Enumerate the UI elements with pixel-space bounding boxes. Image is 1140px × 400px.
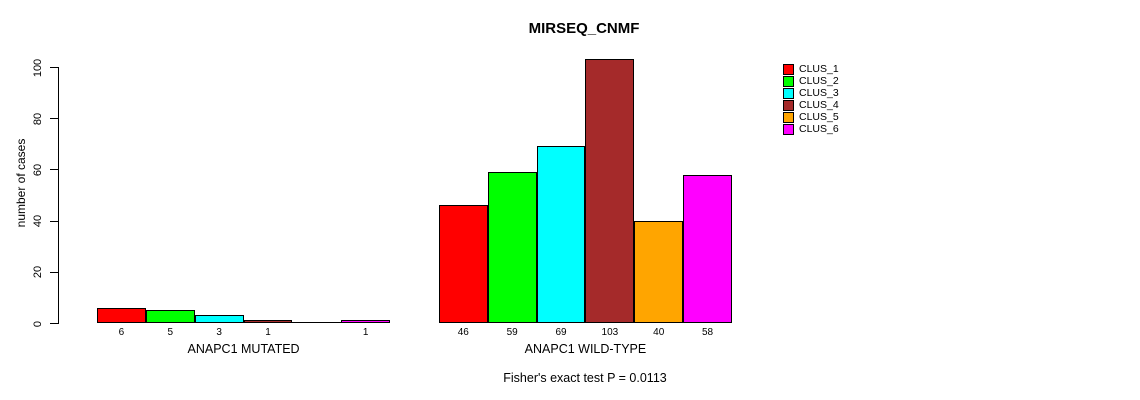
legend-row: CLUS_2 xyxy=(783,75,839,87)
chart-title: MIRSEQ_CNMF xyxy=(528,20,640,37)
legend-swatch xyxy=(783,123,794,135)
y-tick xyxy=(50,271,58,273)
bar-clus_6 xyxy=(683,175,732,323)
group-label: ANAPC1 MUTATED xyxy=(187,342,300,356)
y-tick xyxy=(50,220,58,222)
fisher-test-annotation: Fisher's exact test P = 0.0113 xyxy=(503,371,667,385)
y-tick-label: 20 xyxy=(32,266,44,279)
legend-swatch xyxy=(783,75,794,87)
bar-value-label: 5 xyxy=(167,327,174,338)
legend-row: CLUS_3 xyxy=(783,87,839,99)
bar-clus_5 xyxy=(634,221,684,323)
bar-value-label: 1 xyxy=(362,327,369,338)
legend-row: CLUS_5 xyxy=(783,111,839,123)
legend-label: CLUS_6 xyxy=(799,123,839,135)
legend-label: CLUS_2 xyxy=(799,75,839,87)
legend-swatch xyxy=(783,87,794,99)
bar-clus_3 xyxy=(536,146,586,323)
y-tick-label: 40 xyxy=(32,214,44,228)
legend-label: CLUS_3 xyxy=(799,87,839,99)
legend-swatch xyxy=(783,63,794,75)
bar-clus_4 xyxy=(243,320,293,323)
bar-value-label: 3 xyxy=(216,327,222,338)
bar-value-label: 59 xyxy=(506,327,518,338)
legend: CLUS_1 CLUS_2 CLUS_3 CLUS_4 CLUS_5 CLUS_6 xyxy=(783,63,839,135)
bar-clus_2 xyxy=(145,310,195,323)
bar-value-label: 6 xyxy=(118,327,125,338)
y-tick-label: 60 xyxy=(32,163,44,177)
bar-clus_1 xyxy=(438,205,488,323)
legend-row: CLUS_4 xyxy=(783,99,839,111)
legend-label: CLUS_1 xyxy=(799,63,839,75)
legend-label: CLUS_4 xyxy=(799,99,839,111)
bar-value-label: 46 xyxy=(457,327,469,338)
legend-swatch xyxy=(783,99,794,111)
legend-label: CLUS_5 xyxy=(799,111,839,123)
bar-value-label: 58 xyxy=(702,327,714,338)
y-tick-label: 100 xyxy=(32,58,44,77)
bar-value-label: 40 xyxy=(653,327,665,338)
y-tick-label: 0 xyxy=(32,320,44,327)
group-label: ANAPC1 WILD-TYPE xyxy=(524,342,647,356)
bar-value-label: 103 xyxy=(601,327,619,338)
bar-value-label: 1 xyxy=(265,327,271,338)
y-tick-label: 80 xyxy=(32,112,44,125)
legend-row: CLUS_6 xyxy=(783,123,839,135)
bar-clus_6 xyxy=(341,320,391,323)
y-tick xyxy=(50,169,58,171)
y-axis-line xyxy=(58,67,59,324)
bar-clus_1 xyxy=(97,308,146,323)
bar-value-label: 69 xyxy=(555,327,567,338)
y-tick xyxy=(50,118,58,120)
legend-row: CLUS_1 xyxy=(783,63,839,75)
legend-swatch xyxy=(783,111,794,123)
y-tick xyxy=(50,67,58,68)
bar-clus_3 xyxy=(194,315,244,323)
bar-clus_4 xyxy=(585,59,635,323)
bar-clus_2 xyxy=(487,172,537,323)
y-tick xyxy=(50,323,58,324)
